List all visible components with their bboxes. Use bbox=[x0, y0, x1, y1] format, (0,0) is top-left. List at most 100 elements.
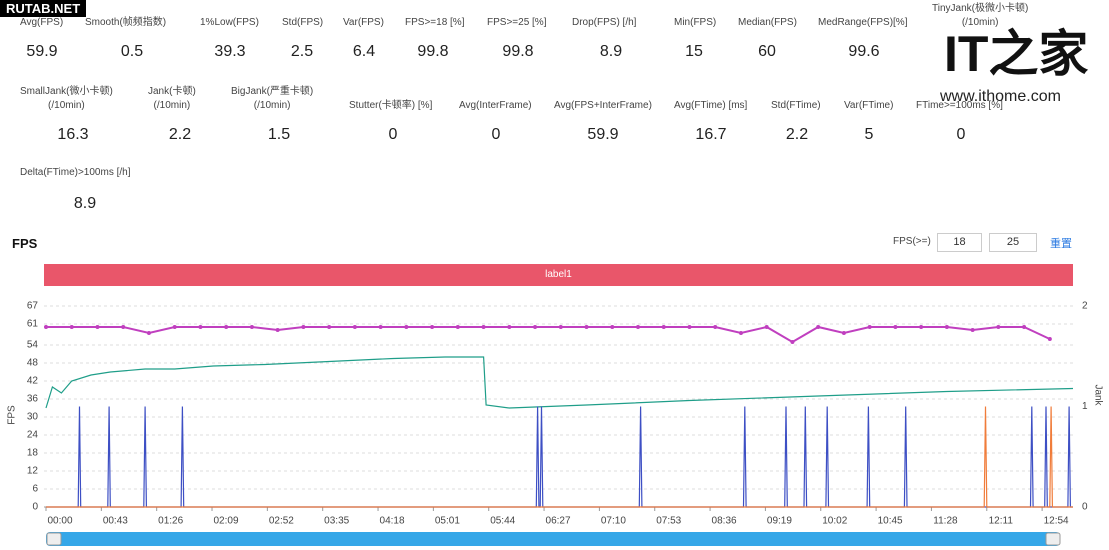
stat-value: 16.3 bbox=[57, 126, 89, 143]
point bbox=[301, 325, 306, 329]
point bbox=[430, 325, 435, 329]
stat-value: 2.2 bbox=[785, 126, 809, 143]
stat-value: 15 bbox=[685, 43, 703, 60]
stat-label: Avg(FPS) bbox=[20, 17, 64, 28]
stat-label: FPS>=25 [%] bbox=[487, 17, 547, 28]
point bbox=[790, 340, 795, 344]
stat-label: Stutter(卡顿率) [%] bbox=[349, 100, 433, 111]
x-tick-label: 02:09 bbox=[214, 516, 239, 527]
series-line bbox=[46, 406, 1073, 508]
y-tick-label: 12 bbox=[27, 466, 39, 477]
y-tick-label: 42 bbox=[27, 376, 39, 387]
x-tick-label: 05:44 bbox=[490, 516, 515, 527]
y-tick-label: 61 bbox=[27, 319, 39, 330]
stat-value: 99.6 bbox=[848, 43, 880, 60]
x-tick-label: 03:35 bbox=[324, 516, 349, 527]
series-line bbox=[46, 325, 1051, 344]
point bbox=[404, 325, 409, 329]
y-tick-label: 6 bbox=[32, 484, 38, 495]
stat-label: Var(FTime) bbox=[844, 100, 894, 111]
threshold-input[interactable]: 25 bbox=[989, 233, 1037, 252]
scrollbar[interactable] bbox=[46, 532, 1060, 546]
scroll-handle[interactable] bbox=[46, 532, 62, 546]
point bbox=[970, 328, 975, 332]
stat-value: 2.5 bbox=[290, 43, 314, 60]
point bbox=[224, 325, 229, 329]
point bbox=[919, 325, 924, 329]
stat-value: 99.8 bbox=[502, 43, 534, 60]
point bbox=[816, 325, 821, 329]
stat-value: 2.2 bbox=[168, 126, 192, 143]
x-tick-label: 10:02 bbox=[822, 516, 847, 527]
point bbox=[867, 325, 872, 329]
scroll-handle[interactable] bbox=[1045, 532, 1061, 546]
stat-value: 1.5 bbox=[267, 126, 291, 143]
stat-label: Avg(InterFrame) bbox=[459, 100, 532, 111]
reset-button[interactable]: 重置 bbox=[1050, 238, 1072, 250]
point bbox=[352, 325, 357, 329]
point bbox=[738, 331, 743, 335]
point bbox=[764, 325, 769, 329]
y-tick-label: 24 bbox=[27, 430, 39, 441]
y-tick-label: 30 bbox=[27, 412, 39, 423]
x-tick-label: 00:43 bbox=[103, 516, 128, 527]
point bbox=[661, 325, 666, 329]
y-tick-label: 48 bbox=[27, 358, 39, 369]
x-tick-label: 07:53 bbox=[656, 516, 681, 527]
point bbox=[481, 325, 486, 329]
point bbox=[327, 325, 332, 329]
y-axis-label: FPS bbox=[7, 405, 18, 425]
stat-value: 60 bbox=[758, 43, 776, 60]
point bbox=[172, 325, 177, 329]
stat-value: 0 bbox=[388, 126, 398, 143]
point bbox=[610, 325, 615, 329]
stat-value: 59.9 bbox=[26, 43, 58, 60]
stat-value: 0 bbox=[956, 126, 966, 143]
stat-label: Jank(卡顿) (/10min) bbox=[148, 86, 196, 111]
stat-label: SmallJank(微小卡顿) (/10min) bbox=[20, 86, 113, 111]
stat-label: Std(FTime) bbox=[771, 100, 821, 111]
threshold-label: FPS(>=) bbox=[893, 236, 931, 247]
stat-value: 99.8 bbox=[417, 43, 449, 60]
y-tick-label: 54 bbox=[27, 340, 39, 351]
point bbox=[893, 325, 898, 329]
y-tick-label: 18 bbox=[27, 448, 39, 459]
y-tick-label: 36 bbox=[27, 394, 39, 405]
point bbox=[841, 331, 846, 335]
point bbox=[44, 325, 48, 329]
y-tick-label: 67 bbox=[27, 301, 39, 312]
watermark-url: www.ithome.com bbox=[940, 88, 1061, 105]
stat-label: TinyJank(极微小卡顿) (/10min) bbox=[932, 3, 1029, 28]
point bbox=[1047, 337, 1052, 341]
point bbox=[455, 325, 460, 329]
stat-label: Smooth(帧频指数) bbox=[85, 17, 167, 28]
series-line bbox=[45, 356, 1074, 409]
point bbox=[95, 325, 100, 329]
x-tick-label: 01:26 bbox=[158, 516, 183, 527]
stat-value: 0 bbox=[491, 126, 501, 143]
watermark-site: RUTAB.NET bbox=[0, 0, 87, 17]
stat-label: Delta(FTime)>100ms [/h] bbox=[20, 167, 131, 178]
point bbox=[713, 325, 718, 329]
stat-label: Drop(FPS) [/h] bbox=[572, 17, 637, 28]
point bbox=[69, 325, 74, 329]
threshold-input[interactable]: 18 bbox=[937, 233, 982, 252]
x-tick-label: 02:52 bbox=[269, 516, 294, 527]
x-tick-label: 07:10 bbox=[601, 516, 626, 527]
y2-tick-label: 0 bbox=[1082, 502, 1088, 513]
point bbox=[558, 325, 563, 329]
stat-label: Avg(FPS+InterFrame) bbox=[554, 100, 652, 111]
stat-value: 8.9 bbox=[599, 43, 623, 60]
stat-label: BigJank(严重卡顿) (/10min) bbox=[231, 86, 314, 111]
x-tick-label: 00:00 bbox=[47, 516, 72, 527]
point bbox=[249, 325, 254, 329]
point bbox=[944, 325, 949, 329]
point bbox=[378, 325, 383, 329]
y2-tick-label: 1 bbox=[1082, 401, 1088, 412]
x-tick-label: 06:27 bbox=[546, 516, 571, 527]
chart-title: FPS bbox=[12, 236, 38, 251]
point bbox=[636, 325, 641, 329]
point bbox=[507, 325, 512, 329]
x-tick-label: 08:36 bbox=[712, 516, 737, 527]
